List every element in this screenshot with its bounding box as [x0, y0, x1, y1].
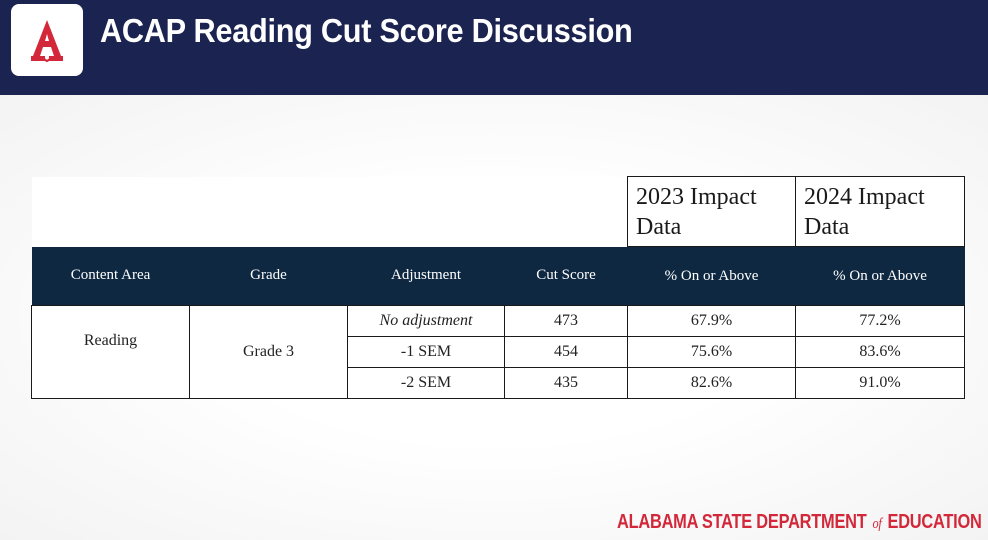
col-header-content-area: Content Area [31, 246, 190, 306]
col-header-pct-2023: % On or Above [627, 246, 796, 306]
pct-2023-cell: 67.9% [627, 305, 796, 337]
adjustment-cell: -2 SEM [347, 367, 505, 399]
adjustment-cell: No adjustment [347, 305, 505, 337]
cut-score-cell: 473 [504, 305, 628, 337]
footer-org-of: of [872, 516, 882, 532]
year-header-2024: 2024 Impact Data [795, 176, 965, 247]
grade-cell: Grade 3 [189, 305, 348, 399]
alsde-footer-logo: ALABAMA STATE DEPARTMENT of EDUCATION [617, 511, 982, 534]
cut-score-cell: 435 [504, 367, 628, 399]
col-header-pct-2024: % On or Above [795, 246, 965, 306]
content-area-cell: Reading [31, 305, 190, 399]
pct-2024-cell: 77.2% [795, 305, 965, 337]
header-bar: ACAP Reading Cut Score Discussion [0, 0, 988, 95]
table-row: -1 SEM 454 75.6% 83.6% [32, 336, 965, 368]
impact-data-table: 2023 Impact Data 2024 Impact Data Conten… [31, 176, 965, 399]
blank-cell [31, 176, 628, 247]
col-header-adjustment: Adjustment [347, 246, 505, 306]
footer-org-part2: EDUCATION [887, 511, 982, 533]
acap-a-logo-icon [31, 20, 63, 62]
adjustment-cell: -1 SEM [347, 336, 505, 368]
acap-logo [11, 4, 83, 76]
page-title: ACAP Reading Cut Score Discussion [100, 12, 633, 49]
col-header-cut-score: Cut Score [504, 246, 628, 306]
footer-org-part1: ALABAMA STATE DEPARTMENT [617, 511, 867, 533]
table-row: -2 SEM 435 82.6% 91.0% [32, 367, 965, 399]
pct-2023-cell: 75.6% [627, 336, 796, 368]
pct-2024-cell: 83.6% [795, 336, 965, 368]
pct-2024-cell: 91.0% [795, 367, 965, 399]
pct-2023-cell: 82.6% [627, 367, 796, 399]
cut-score-cell: 454 [504, 336, 628, 368]
year-header-2023: 2023 Impact Data [627, 176, 796, 247]
col-header-grade: Grade [189, 246, 348, 306]
table-row: Reading Grade 3 No adjustment 473 67.9% … [31, 305, 965, 399]
